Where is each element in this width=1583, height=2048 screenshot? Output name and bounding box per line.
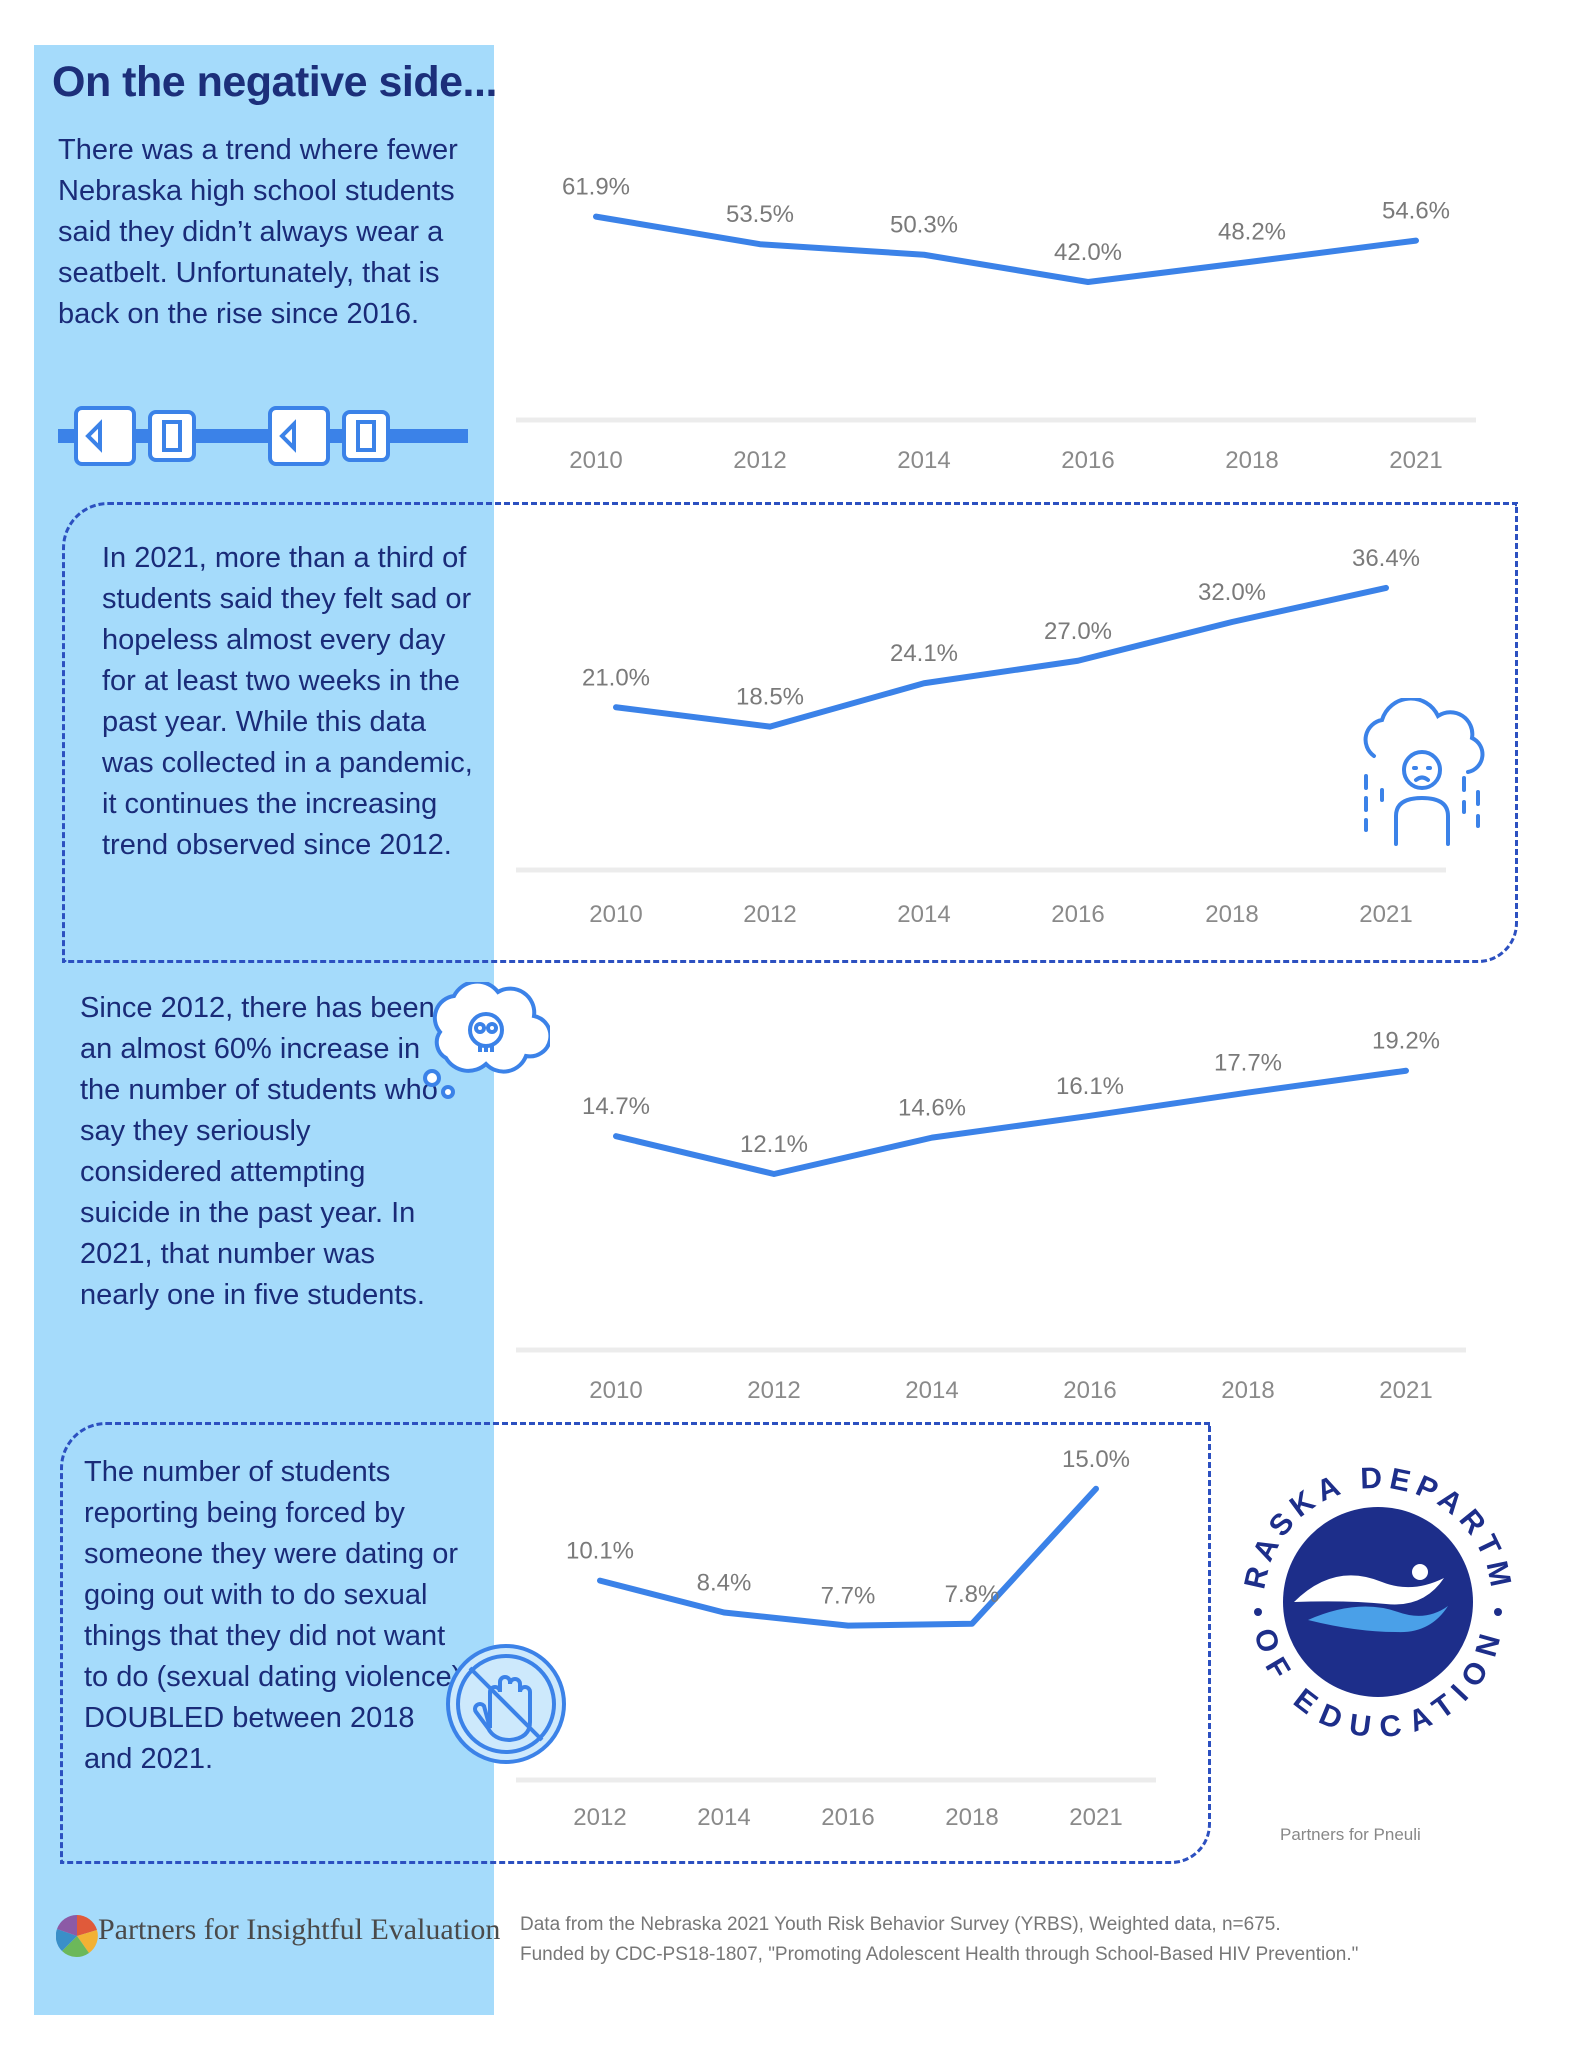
- data-point: [1414, 238, 1418, 243]
- data-point: [930, 1135, 934, 1140]
- data-point: [970, 1621, 974, 1626]
- data-point: [1246, 1090, 1250, 1095]
- data-point: [1384, 585, 1388, 590]
- data-label: 50.3%: [890, 212, 958, 239]
- data-label: 42.0%: [1054, 239, 1122, 266]
- dating-text: The number of students reporting being f…: [84, 1456, 462, 1775]
- data-point: [594, 214, 598, 219]
- data-point: [1094, 1486, 1098, 1491]
- data-point: [1250, 259, 1254, 264]
- data-label: 7.8%: [945, 1581, 1000, 1608]
- seatbelt-chart: 61.9% 2010 53.5% 2012 50.3% 2014 42.0% 2016 48.2…: [516, 150, 1496, 490]
- data-point: [846, 1623, 850, 1628]
- x-tick-label: 2016: [1061, 447, 1114, 474]
- x-tick-label: 2012: [573, 1804, 626, 1831]
- data-label: 32.0%: [1198, 579, 1266, 606]
- sad-chart: 21.0% 2010 18.5% 2012 24.1% 2014 27.0% 2016 32.0…: [516, 530, 1496, 940]
- x-tick-label: 2014: [697, 1804, 750, 1831]
- credit-text: Partners for Pneuli: [1280, 1825, 1421, 1844]
- x-tick-label: 2018: [945, 1804, 998, 1831]
- x-tick-label: 2014: [897, 447, 950, 474]
- x-tick-label: 2016: [1051, 901, 1104, 928]
- data-point: [758, 242, 762, 247]
- x-tick-label: 2016: [1063, 1377, 1116, 1404]
- x-tick-label: 2021: [1069, 1804, 1122, 1831]
- x-tick-label: 2010: [569, 447, 622, 474]
- seatbelt-text: There was a trend where fewer Nebraska h…: [58, 134, 458, 330]
- data-label: 7.7%: [821, 1583, 876, 1610]
- series-line: [593, 213, 1419, 285]
- data-point: [598, 1578, 602, 1583]
- data-label: 10.1%: [566, 1538, 634, 1565]
- nde-logo: NEBRASKA DEPARTMENT OF EDUCATION: [1214, 1426, 1528, 1757]
- x-tick-label: 2021: [1379, 1377, 1432, 1404]
- series-line: [613, 1067, 1409, 1177]
- x-tick-label: 2018: [1225, 447, 1278, 474]
- data-label: 18.5%: [736, 684, 804, 711]
- data-label: 8.4%: [697, 1570, 752, 1597]
- footer-line-2: Funded by CDC-PS18-1807, "Promoting Adol…: [520, 1944, 1359, 1965]
- data-label: 14.7%: [582, 1093, 650, 1120]
- x-tick-label: 2016: [821, 1804, 874, 1831]
- seatbelt-icon: [58, 402, 468, 477]
- data-label: 24.1%: [890, 640, 958, 667]
- data-label: 12.1%: [740, 1131, 808, 1158]
- data-label: 27.0%: [1044, 618, 1112, 645]
- data-label: 53.5%: [726, 201, 794, 228]
- data-label: 19.2%: [1372, 1028, 1440, 1055]
- data-point: [1088, 1113, 1092, 1118]
- data-point: [922, 252, 926, 257]
- data-label: 54.6%: [1382, 198, 1450, 225]
- data-point: [922, 681, 926, 686]
- partners-pie-icon: [55, 1914, 98, 1962]
- x-tick-label: 2010: [589, 1377, 642, 1404]
- x-tick-label: 2018: [1205, 901, 1258, 928]
- sad-text: In 2021, more than a third of students s…: [102, 542, 473, 861]
- stop-hand-icon: [442, 1640, 570, 1773]
- suicide-text: Since 2012, there has been an almost 60%…: [80, 992, 438, 1311]
- data-point: [722, 1610, 726, 1615]
- data-label: 14.6%: [898, 1095, 966, 1122]
- data-label: 17.7%: [1214, 1050, 1282, 1077]
- dating-section-box: [60, 1422, 1211, 1864]
- data-point: [772, 1172, 776, 1176]
- page-heading: On the negative side...: [52, 58, 497, 106]
- partners-logo-text: Partners for Insightful Evaluation: [98, 1913, 501, 1946]
- data-point: [1076, 658, 1080, 663]
- data-label: 61.9%: [562, 174, 630, 201]
- x-tick-label: 2014: [905, 1377, 958, 1404]
- sidebar-panel: [34, 45, 494, 2015]
- x-tick-label: 2014: [897, 901, 950, 928]
- x-tick-label: 2012: [743, 901, 796, 928]
- x-tick-label: 2012: [733, 447, 786, 474]
- x-tick-label: 2021: [1389, 447, 1442, 474]
- skull-thought-icon: [420, 979, 553, 1107]
- series-line: [613, 584, 1389, 730]
- data-point: [1086, 280, 1090, 284]
- data-point: [614, 1134, 618, 1139]
- footer-note: Data from the Nebraska 2021 Youth Risk B…: [520, 1910, 1540, 1970]
- data-point: [1230, 620, 1234, 624]
- data-point: [768, 724, 772, 729]
- x-tick-label: 2010: [589, 901, 642, 928]
- data-point: [614, 705, 618, 710]
- x-tick-label: 2012: [747, 1377, 800, 1404]
- data-label: 16.1%: [1056, 1073, 1124, 1100]
- sad-section-box: [62, 502, 1518, 963]
- footer-line-1: Data from the Nebraska 2021 Youth Risk B…: [520, 1914, 1281, 1935]
- data-point: [1404, 1068, 1408, 1073]
- x-tick-label: 2018: [1221, 1377, 1274, 1404]
- suicide-chart: 14.7% 2010 12.1% 2012 14.6% 2014 16.1% 2016 17.7…: [516, 1000, 1496, 1420]
- data-label: 21.0%: [582, 664, 650, 691]
- x-tick-label: 2021: [1359, 901, 1412, 928]
- data-label: 15.0%: [1062, 1446, 1130, 1473]
- sad-rain-cloud-icon: [1352, 696, 1492, 851]
- dating-chart: 10.1% 2012 8.4% 2014 7.7% 2016 7.8% 2018 15.0% 20…: [516, 1440, 1196, 1840]
- data-label: 48.2%: [1218, 219, 1286, 246]
- data-label: 36.4%: [1352, 545, 1420, 572]
